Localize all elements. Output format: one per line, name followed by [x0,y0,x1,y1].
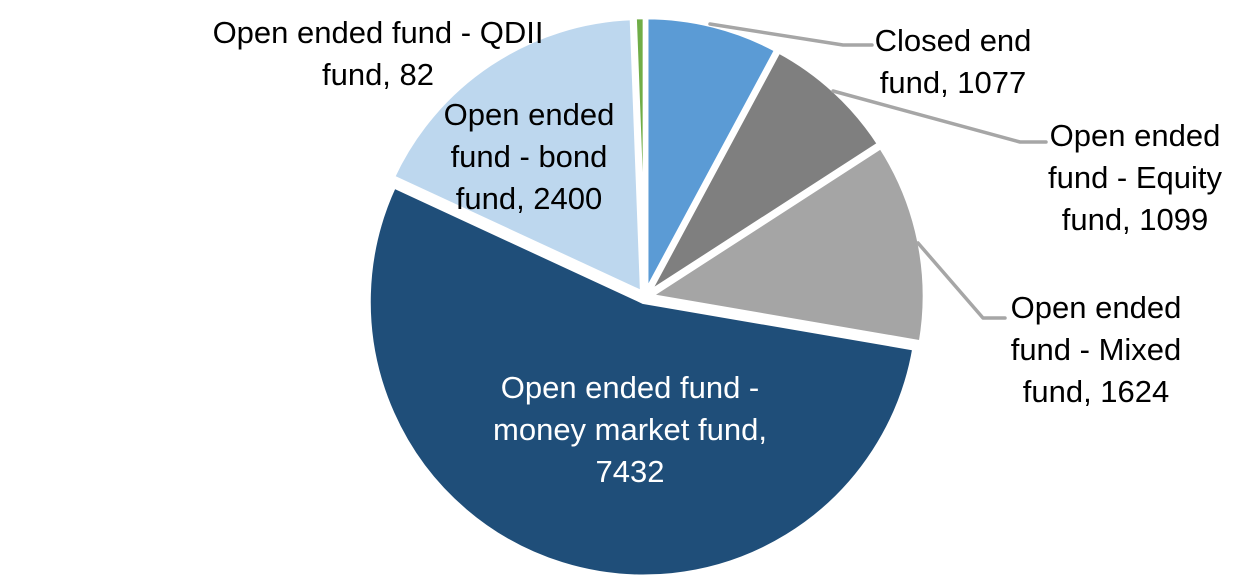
data-label-money-market-fund: Open ended fund - money market fund, 743… [493,367,767,493]
data-label-closed-end-fund: Closed end fund, 1077 [875,20,1032,104]
data-label-line: fund - Equity [1047,160,1223,195]
leader-line-closed-end-fund [708,22,874,47]
data-label-qdii-fund: Open ended fund - QDII fund, 82 [213,12,544,96]
pie-slice-bond-fund[interactable] [390,15,645,296]
data-label-line: Closed end [874,23,1032,58]
data-label-line: fund - Mixed [1010,332,1182,367]
data-label-line: Open ended [1049,118,1221,153]
data-label-line: fund, 1077 [879,65,1027,100]
pie-slices [366,14,928,580]
data-label-line: fund, 2400 [455,181,603,216]
data-label-line: fund - bond [450,139,608,174]
data-label-line: money market fund, [493,412,767,447]
data-label-line: Open ended fund - QDII [212,15,544,50]
pie-slice-money-market-fund[interactable] [366,183,917,580]
data-label-line: fund, 1624 [1022,374,1170,409]
pie-slice-mixed-fund[interactable] [647,144,928,345]
leader-line-equity-fund [831,89,1048,144]
data-label-line: fund, 82 [321,57,435,92]
data-label-line: 7432 [595,454,665,489]
data-label-line: Open ended fund - [500,370,760,405]
data-label-line: Open ended [443,97,615,132]
data-label-line: Open ended [1010,290,1182,325]
data-label-mixed-fund: Open ended fund - Mixed fund, 1624 [1011,287,1182,413]
data-label-bond-fund: Open ended fund - bond fund, 2400 [444,94,615,220]
data-label-equity-fund: Open ended fund - Equity fund, 1099 [1048,115,1222,241]
pie-slice-qdii-fund[interactable] [632,14,648,295]
data-label-line: fund, 1099 [1061,202,1209,237]
leader-line-mixed-fund [916,241,1007,320]
